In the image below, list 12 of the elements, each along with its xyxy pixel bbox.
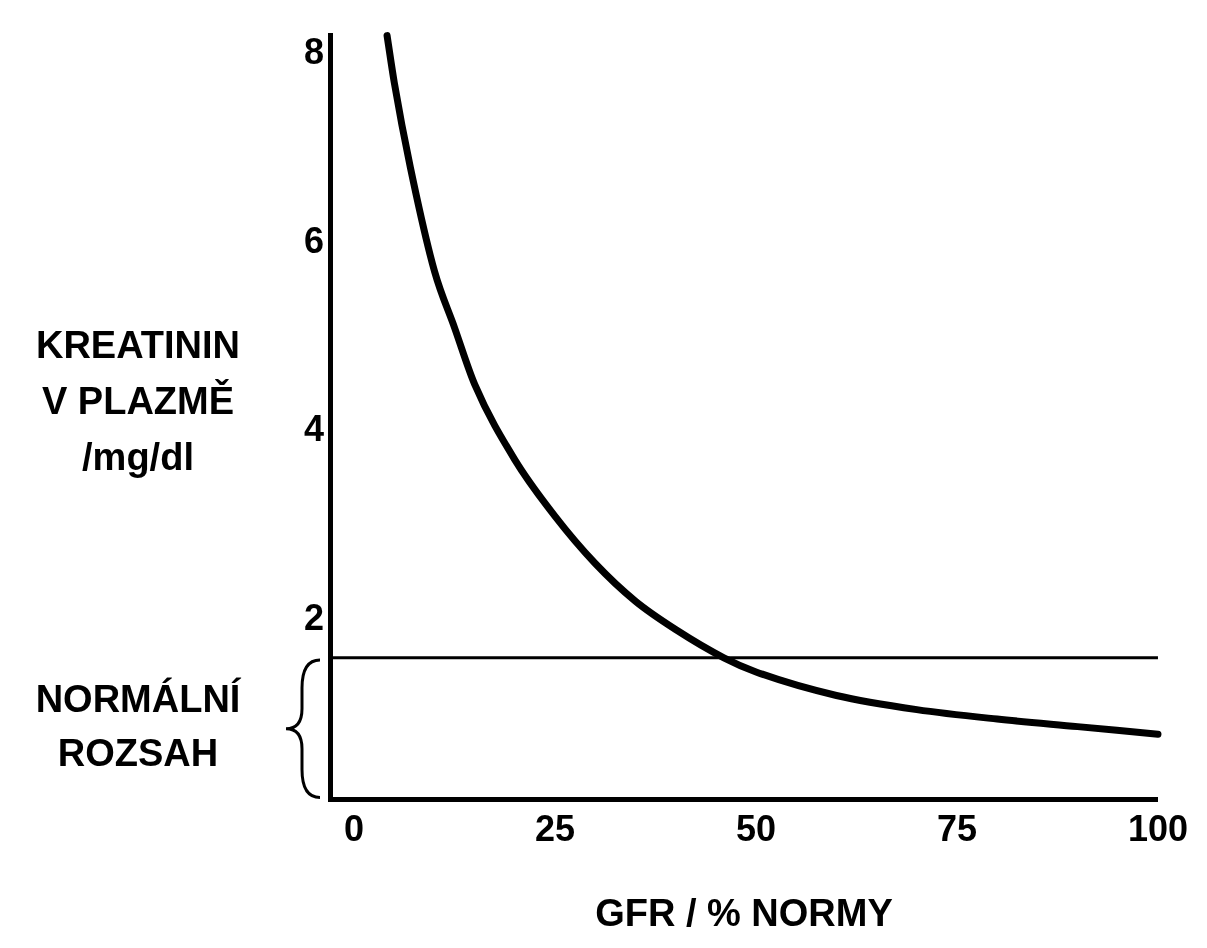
x-axis-title: GFR / % NORMY	[595, 891, 893, 934]
y-tick-label: 8	[303, 31, 324, 73]
y-tick-label: 4	[303, 408, 324, 450]
x-tick-label: 25	[535, 807, 576, 849]
text: NORMÁLNÍ ROZSAH	[35, 676, 242, 774]
x-tick-label: 0	[344, 807, 365, 849]
x-tick-label: 75	[936, 807, 978, 849]
x-tick-label: 100	[1127, 807, 1189, 849]
y-tick-label: 2	[303, 597, 324, 639]
y-axis-title: KREATININ V PLAZMĚ /mg/dl	[35, 323, 241, 478]
y-tick-label: 6	[303, 219, 324, 261]
x-tick-label: 50	[736, 807, 777, 849]
